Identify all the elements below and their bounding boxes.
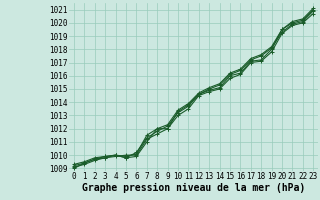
X-axis label: Graphe pression niveau de la mer (hPa): Graphe pression niveau de la mer (hPa): [82, 183, 305, 193]
